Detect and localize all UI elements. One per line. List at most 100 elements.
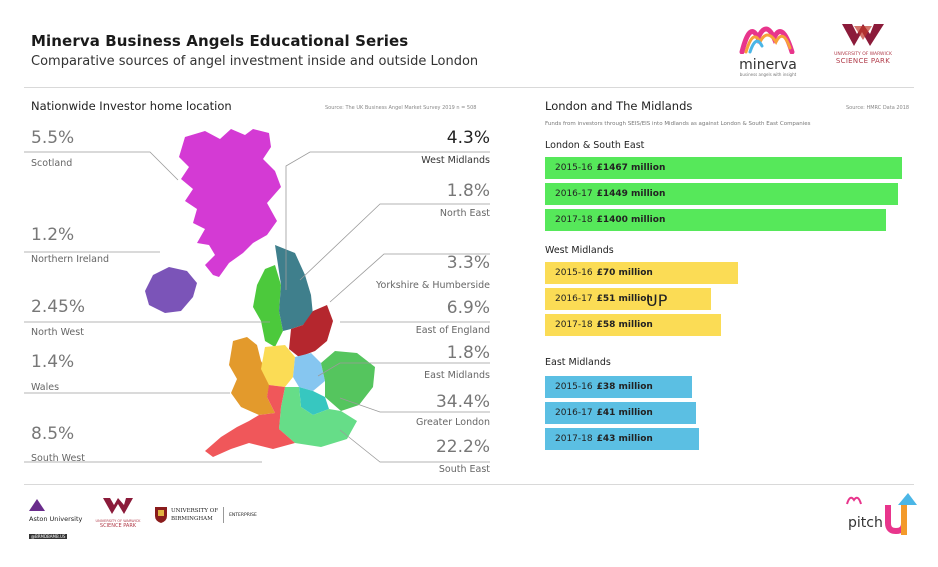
pitch-minerva-icon [846, 496, 862, 505]
map-north-east [275, 245, 313, 331]
minerva-tagline: business angels with insight [739, 72, 797, 77]
label-northern-ireland: Northern Ireland [31, 254, 110, 265]
group-title-london: London & South East [545, 140, 645, 151]
bar-year-label: 2016-17 [555, 294, 593, 304]
warwick-line1: UNIVERSITY OF WARWICK [834, 52, 892, 57]
leader-scotland [24, 151, 179, 181]
map-south-west [205, 385, 295, 457]
pitch-up-arrow-icon [885, 493, 917, 535]
label-wales: Wales [31, 382, 60, 393]
bar-east-2016-17: 2016-17 £41 million [545, 402, 697, 424]
label-south-west: South West [31, 453, 85, 464]
aston-logo: Aston University @BRMDBAMB.US [29, 496, 99, 542]
header-divider [24, 87, 914, 88]
pct-yorkshire: 3.3% [446, 253, 490, 273]
warwick-w-icon [842, 24, 884, 46]
bar-value-label: £70 million [596, 268, 653, 278]
aston-mark-icon [29, 499, 45, 511]
uk-map [145, 129, 375, 457]
birmingham-line1: UNIVERSITY OF [171, 508, 219, 514]
bar-london-2017-18: 2017-18 £1400 million [545, 209, 886, 231]
bar-west-2015-16: 2015-16 £70 million [545, 262, 738, 284]
pitchup-logo: pitch UP [646, 291, 917, 543]
bar-west-2017-18: 2017-18 £58 million [545, 314, 721, 336]
leader-yorkshire [329, 253, 490, 303]
label-south-east: South East [438, 464, 490, 475]
warwick-line2: SCIENCE PARK [835, 57, 891, 65]
warwick-small-line1: UNIVERSITY OF WARWICK [95, 519, 141, 523]
label-east-midlands: East Midlands [424, 370, 490, 381]
warwick-logo: UNIVERSITY OF WARWICK SCIENCE PARK [828, 22, 898, 76]
map-section-source: Source: The UK Business Angel Market Sur… [325, 105, 477, 111]
pct-northern-ireland: 1.2% [31, 225, 75, 245]
midlands-section-source: Source: HMRC Data 2018 [846, 105, 910, 111]
bar-east-2015-16: 2015-16 £38 million [545, 376, 692, 398]
bar-value-label: £38 million [596, 382, 653, 392]
birmingham-divider [223, 507, 225, 523]
map-yorkshire [289, 305, 333, 357]
map-greater-london [299, 387, 329, 415]
minerva-logo: minerva business angels with insight [736, 18, 800, 78]
bar-value-label: £1449 million [596, 189, 666, 199]
bar-year-label: 2016-17 [555, 408, 593, 418]
bar-value-label: £1467 million [596, 163, 666, 173]
map-section-title: Nationwide Investor home location [31, 99, 232, 113]
birmingham-logo: UNIVERSITY OF BIRMINGHAM ENTERPRISE [155, 503, 275, 527]
bar-east-2017-18: 2017-18 £43 million [545, 428, 700, 450]
birmingham-enterprise: ENTERPRISE [229, 512, 257, 518]
pct-greater-london: 34.4% [435, 392, 490, 412]
bar-year-label: 2017-18 [555, 215, 593, 225]
birmingham-crest-icon [155, 507, 167, 523]
leader-east-midlands [317, 362, 490, 377]
group-title-west-midlands: West Midlands [545, 245, 614, 256]
birmingham-text: UNIVERSITY OF BIRMINGHAM [171, 507, 218, 523]
leader-west-midlands [285, 151, 490, 290]
bar-year-label: 2016-17 [555, 189, 593, 199]
page-title: Minerva Business Angels Educational Seri… [31, 32, 409, 50]
bar-value-label: £41 million [596, 408, 653, 418]
aston-name: Aston University [29, 515, 83, 523]
map-northern-ireland [145, 267, 197, 313]
footer-divider [24, 484, 914, 485]
map-scotland [179, 129, 281, 277]
pct-south-east: 22.2% [435, 437, 490, 457]
label-north-east: North East [439, 208, 490, 219]
pct-north-west: 2.45% [31, 297, 86, 317]
bar-year-label: 2017-18 [555, 320, 593, 330]
map-west-midlands [261, 345, 295, 387]
aston-handle: @BRMDBAMB.US [29, 534, 68, 539]
bar-london-2016-17: 2016-17 £1449 million [545, 183, 898, 205]
minerva-m-icon [739, 26, 795, 55]
map-east-midlands [293, 353, 325, 391]
warwick-small-logo: UNIVERSITY OF WARWICK SCIENCE PARK [93, 497, 143, 529]
pitch-up-text: UP [646, 291, 668, 310]
leader-greater-london [339, 397, 490, 413]
pct-east-of-england: 6.9% [446, 298, 490, 318]
map-south-east [279, 387, 357, 447]
pct-south-west: 8.5% [31, 424, 75, 444]
pct-north-east: 1.8% [446, 181, 490, 201]
bar-london-2015-16: 2015-16 £1467 million [545, 157, 902, 179]
pitch-word: pitch [848, 515, 883, 531]
bar-value-label: £51 million [596, 294, 653, 304]
minerva-name: minerva [739, 57, 797, 73]
label-north-west: North West [31, 327, 84, 338]
map-north-west [253, 265, 283, 347]
label-scotland: Scotland [31, 158, 73, 169]
warwick-small-w-icon [103, 498, 133, 514]
label-greater-london: Greater London [415, 417, 490, 428]
pct-east-midlands: 1.8% [446, 343, 490, 363]
bar-value-label: £43 million [596, 434, 653, 444]
pct-west-midlands: 4.3% [446, 128, 490, 148]
group-title-east-midlands: East Midlands [545, 357, 611, 368]
label-yorkshire: Yorkshire & Humberside [375, 280, 490, 291]
bar-value-label: £1400 million [596, 215, 666, 225]
bar-west-2016-17: 2016-17 £51 million [545, 288, 711, 310]
bar-year-label: 2015-16 [555, 382, 593, 392]
bar-year-label: 2017-18 [555, 434, 593, 444]
label-west-midlands: West Midlands [421, 155, 490, 166]
midlands-section-title: London and The Midlands [545, 99, 693, 113]
pct-scotland: 5.5% [31, 128, 75, 148]
bar-year-label: 2015-16 [555, 163, 593, 173]
